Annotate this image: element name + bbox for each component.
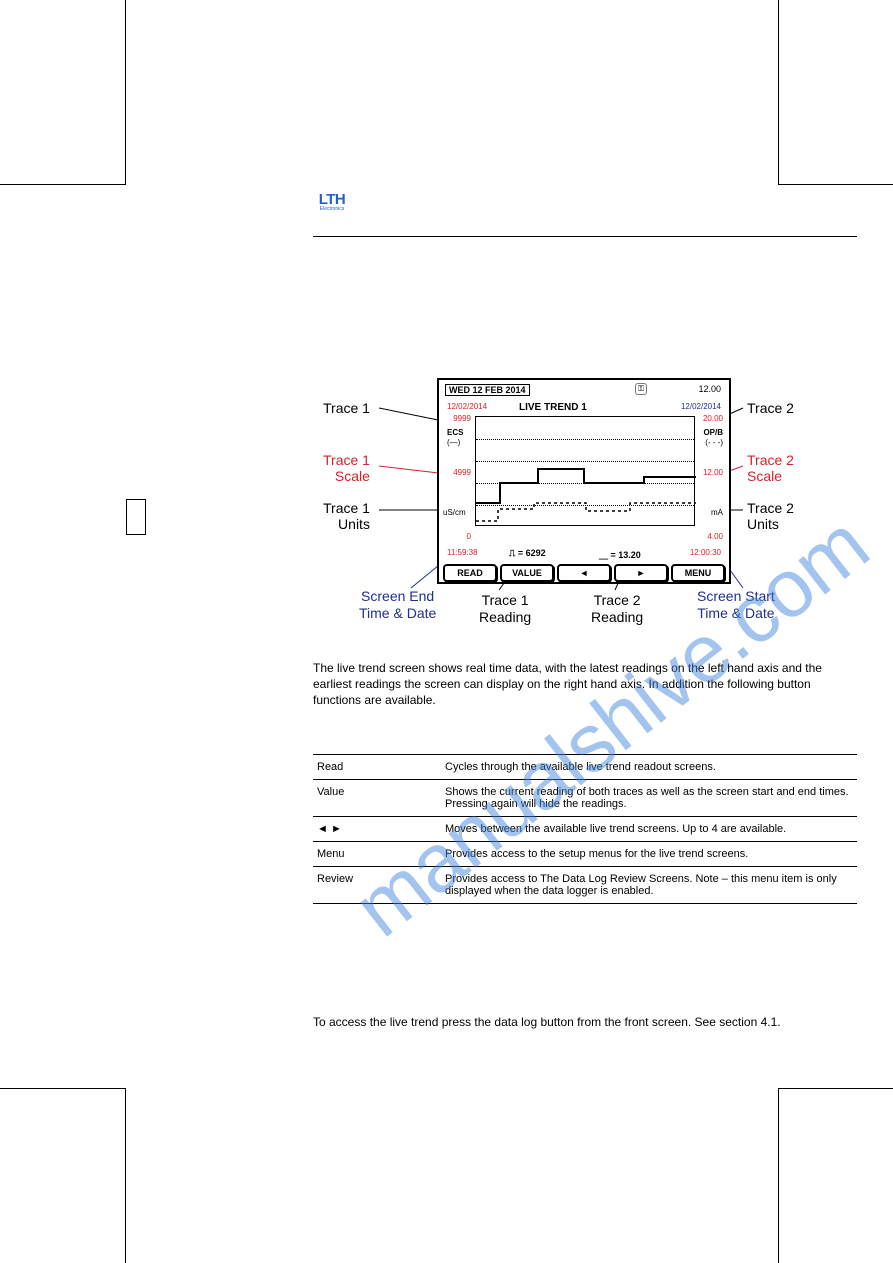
yl-right-top: 20.00 [703,414,723,423]
header-rule [313,236,857,237]
lbl-t1-reading: Trace 1Reading [479,592,531,626]
lbl-screen-start: Screen StartTime & Date [697,588,775,622]
lbl-trace2-units: Trace 2Units [747,500,794,532]
table-row: ◄ ► Moves between the available live tre… [313,817,857,842]
logo-text: LTH [319,192,346,207]
table-row: Read Cycles through the available live t… [313,754,857,780]
lbl-t2-reading: Trace 2Reading [591,592,643,626]
yl-left-bot: 0 [447,532,471,541]
lcd-datebar: WED 12 FEB 2014 [445,384,530,396]
yl-right-mid: 12.00 [703,468,723,477]
lcd-date-left: 12/02/2014 [447,402,487,411]
btn-menu[interactable]: MENU [671,564,725,582]
lcd-date-right: 12/02/2014 [681,402,721,411]
cell-val: Provides access to The Data Log Review S… [445,873,853,897]
ecs-sym: (—) [447,438,460,447]
reading-1: ⎍ = 6292 [509,548,546,559]
time-start: 11:59:38 [447,548,478,557]
trend-diagram: Trace 1 Trace 1Scale Trace 1Units Trace … [329,376,837,638]
opb-sym: (- - -) [705,438,723,447]
cell-key: Menu [317,848,445,860]
brand-logo: LTH Electronics [311,192,353,214]
btn-value[interactable]: VALUE [500,564,554,582]
opb-label: OP/B [703,428,723,437]
logo-subtext: Electronics [320,206,344,212]
btn-left[interactable]: ◄ [557,564,611,582]
paragraph-1: The live trend screen shows real time da… [313,660,857,709]
paragraph-2: To access the live trend press the data … [313,1014,857,1030]
lcd-button-row: READ VALUE ◄ ► MENU [443,564,725,582]
table-row: Review Provides access to The Data Log R… [313,867,857,904]
cell-key: ◄ ► [317,823,445,835]
page: LTH Electronics Trace 1 Trace 1Scale Tra… [126,0,781,1263]
lock-icon: ⚿ [635,383,647,395]
lbl-trace1: Trace 1 [323,400,370,416]
plot-svg [476,417,696,527]
cell-val: Provides access to the setup menus for t… [445,848,853,860]
lbl-trace1-scale: Trace 1Scale [323,452,370,484]
lbl-trace2-scale: Trace 2Scale [747,452,794,484]
button-table: Read Cycles through the available live t… [313,754,857,904]
cell-val: Shows the current reading of both traces… [445,786,853,810]
plot-area [475,416,695,526]
btn-read[interactable]: READ [443,564,497,582]
cell-val: Moves between the available live trend s… [445,823,853,835]
btn-right[interactable]: ► [614,564,668,582]
lbl-trace2: Trace 2 [747,400,794,416]
lcd-title: LIVE TREND 1 [519,402,587,413]
table-row: Menu Provides access to the setup menus … [313,842,857,867]
unit-right: mA [711,508,723,517]
lbl-screen-end: Screen EndTime & Date [359,588,436,622]
reading-2: ⸏ = 13.20 [599,548,641,561]
yl-left-top: 9999 [447,414,471,423]
yl-right-bot: 4.00 [707,532,723,541]
lcd-screen: WED 12 FEB 2014 ⚿ 12.00 12/02/2014 LIVE … [437,378,731,584]
unit-left: uS/cm [443,508,466,517]
cell-key: Review [317,873,445,897]
cell-val: Cycles through the available live trend … [445,761,853,773]
time-end: 12:00:30 [690,548,721,557]
lcd-times: 11:59:38 12:00:30 [447,548,721,557]
lbl-trace1-units: Trace 1Units [323,500,370,532]
ecs-label: ECS [447,428,463,437]
cell-key: Read [317,761,445,773]
table-row: Value Shows the current reading of both … [313,780,857,817]
cell-key: Value [317,786,445,810]
lcd-clock: 12.00 [698,384,721,394]
yl-left-mid: 4999 [447,468,471,477]
